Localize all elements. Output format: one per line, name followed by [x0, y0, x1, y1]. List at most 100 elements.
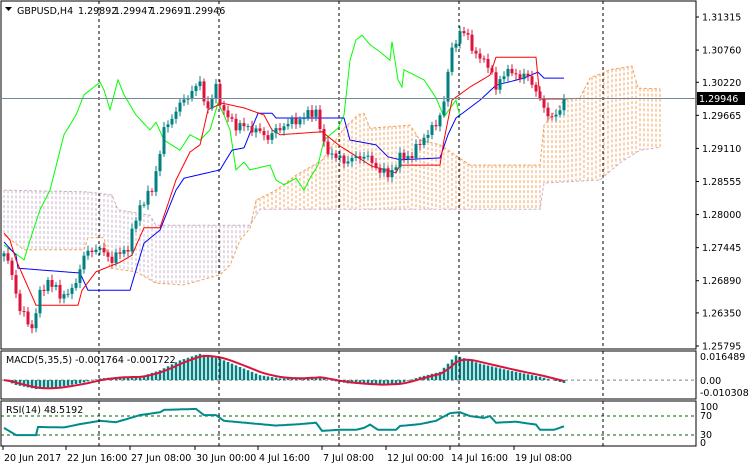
- bear-candle: [258, 128, 262, 132]
- bull-candle: [422, 137, 426, 146]
- symbol-label: GBPUSD,H4: [17, 6, 73, 17]
- price-label: 1.27445: [702, 243, 741, 254]
- bull-candle: [34, 313, 38, 329]
- bear-candle: [14, 275, 18, 294]
- ohlc-high: 1.29947: [114, 6, 153, 17]
- bull-candle: [114, 252, 118, 263]
- triangle-down-icon[interactable]: [5, 7, 12, 11]
- bear-candle: [550, 116, 554, 118]
- bull-candle: [290, 118, 294, 124]
- bull-candle: [338, 155, 342, 158]
- bull-candle: [366, 155, 370, 157]
- bear-candle: [342, 155, 346, 164]
- bear-candle: [318, 109, 322, 129]
- bull-candle: [450, 47, 454, 72]
- rsi-marks: [1, 407, 696, 437]
- macd-panel-frame: [0, 350, 697, 400]
- macd-signal-line: [3, 354, 565, 390]
- bull-candle: [270, 133, 274, 140]
- bear-candle: [402, 152, 406, 160]
- bear-candle: [410, 155, 414, 158]
- bear-candle: [378, 167, 382, 173]
- macd-label: MACD(5,35,5) -0.001764 -0.001722: [6, 355, 176, 366]
- macd-axis-min: -0.010308: [700, 388, 749, 399]
- bull-candle: [210, 98, 214, 109]
- bull-candle: [98, 247, 102, 250]
- bear-candle: [262, 131, 266, 136]
- time-label: 12 Jul 00:00: [387, 453, 444, 464]
- bull-candle: [274, 128, 278, 134]
- price-panel[interactable]: GBPUSD,H4 1.29892 1.29947 1.29691 1.2994…: [0, 0, 697, 350]
- bear-candle: [150, 190, 154, 192]
- bull-candle: [74, 282, 78, 288]
- rsi-panel[interactable]: RSI(14) 48.5192 100 70 30 0: [0, 400, 718, 449]
- bull-candle: [302, 117, 306, 120]
- bull-candle: [134, 220, 138, 229]
- bear-candle: [526, 73, 530, 77]
- bull-candle: [158, 153, 162, 172]
- rsi-panel-frame: [0, 400, 697, 447]
- bull-candle: [198, 81, 202, 87]
- bear-candle: [266, 135, 270, 140]
- price-label: 1.25795: [702, 342, 741, 353]
- rsi-label: RSI(14) 48.5192: [6, 405, 83, 416]
- bull-candle: [506, 68, 510, 77]
- bear-candle: [530, 76, 534, 85]
- bull-candle: [186, 98, 190, 100]
- bear-candle: [106, 252, 110, 257]
- bear-candle: [514, 73, 518, 75]
- bull-candle: [446, 71, 450, 102]
- bear-candle: [434, 125, 438, 127]
- bear-candle: [386, 168, 390, 178]
- time-label: 22 Jun 16:00: [67, 453, 127, 464]
- bull-candle: [94, 249, 98, 253]
- bear-candle: [334, 153, 338, 158]
- bear-candle: [30, 324, 34, 329]
- bull-candle: [154, 171, 158, 192]
- bear-candle: [370, 155, 374, 163]
- bear-candle: [478, 53, 482, 59]
- bull-candle: [254, 128, 258, 133]
- bull-candle: [162, 127, 166, 154]
- bull-candle: [190, 90, 194, 99]
- macd-marks: [1, 353, 696, 390]
- bull-candle: [522, 73, 526, 80]
- bear-candle: [326, 141, 330, 155]
- bear-candle: [470, 34, 474, 51]
- bull-candle: [430, 125, 434, 135]
- price-label: 1.28555: [702, 177, 741, 188]
- rsi-axis-0: 0: [700, 438, 706, 449]
- macd-panel[interactable]: MACD(5,35,5) -0.001764 -0.001722 0.01648…: [0, 350, 749, 400]
- bull-candle: [70, 287, 74, 294]
- ohlc-open: 1.29892: [78, 6, 117, 17]
- bull-candle: [350, 157, 354, 162]
- bear-candle: [462, 31, 466, 34]
- bear-candle: [18, 293, 22, 312]
- bull-candle: [454, 43, 458, 48]
- bull-candle: [166, 124, 170, 128]
- ohlc-low: 1.29691: [150, 6, 189, 17]
- rsi-axis-70: 70: [700, 411, 712, 422]
- bull-candle: [554, 114, 558, 117]
- time-label: 20 Jun 2017: [4, 453, 61, 464]
- bear-candle: [226, 110, 230, 118]
- bear-candle: [490, 67, 494, 73]
- bear-candle: [90, 250, 94, 253]
- time-axis[interactable]: 20 Jun 2017 22 Jun 16:00 27 Jun 08:00 30 Ju…: [2, 446, 572, 464]
- bull-candle: [438, 115, 442, 127]
- bear-candle: [126, 250, 130, 252]
- price-label: 1.30760: [702, 46, 741, 57]
- bull-candle: [398, 152, 402, 168]
- current-price-box: [697, 92, 745, 105]
- bear-candle: [358, 156, 362, 159]
- ohlc-close: 1.29946: [186, 6, 225, 17]
- price-axis[interactable]: 1.31315 1.30760 1.30220 1.29665 1.29110 1.285…: [696, 13, 741, 353]
- time-label: 27 Jun 08:00: [131, 453, 191, 464]
- kijun-sen: [3, 71, 564, 291]
- bear-candle: [278, 128, 282, 131]
- bear-candle: [118, 252, 122, 254]
- time-label: 19 Jul 08:00: [515, 453, 572, 464]
- price-label: 1.29665: [702, 111, 741, 122]
- bull-candle: [174, 111, 178, 119]
